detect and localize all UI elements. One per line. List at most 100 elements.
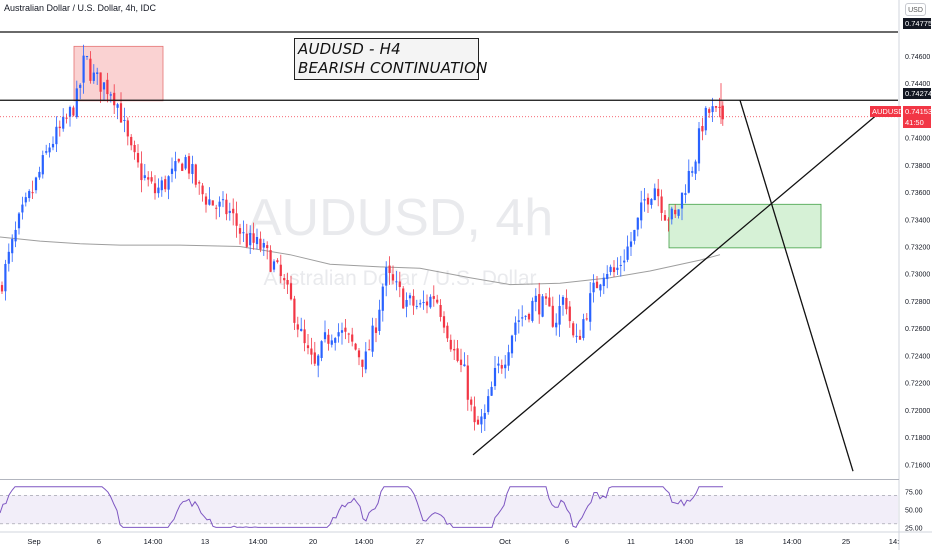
candle-body — [255, 236, 259, 245]
candle-body — [313, 352, 316, 364]
price-tick-label: 0.73200 — [905, 245, 930, 252]
rsi-line — [0, 486, 723, 529]
candle-body — [514, 322, 517, 335]
candle-body — [551, 305, 554, 327]
candle-body — [28, 191, 31, 199]
candle-body — [0, 285, 4, 292]
candle-body — [677, 209, 680, 216]
candle-body — [45, 151, 48, 153]
candle-body — [24, 197, 27, 203]
candle-body — [405, 300, 408, 307]
price-tag-lower: 0.74274 — [903, 88, 932, 99]
currency-button[interactable]: USD — [905, 3, 926, 16]
candle-body — [456, 348, 459, 361]
candle-body — [68, 107, 72, 117]
time-tick-label: 13 — [201, 537, 209, 546]
candle-body — [527, 313, 531, 320]
candle-body — [160, 180, 163, 191]
candle-body — [225, 199, 228, 215]
time-tick-label: 27 — [416, 537, 424, 546]
candle-body — [453, 348, 456, 351]
candle-body — [470, 399, 473, 405]
time-tick-label: 14:00 — [249, 537, 268, 546]
candle-body — [667, 219, 670, 221]
candle-body — [238, 228, 242, 234]
candle-body — [330, 340, 333, 345]
candle-body — [34, 177, 38, 191]
candle-body — [708, 109, 711, 113]
price-tick-label: 0.73800 — [905, 163, 930, 170]
candle-body — [170, 168, 174, 174]
candle-body — [85, 55, 89, 57]
rsi-tick-label: 25.00 — [905, 525, 923, 532]
candle-body — [361, 359, 364, 367]
candle-body — [463, 364, 466, 367]
candle-body — [31, 192, 34, 194]
time-tick-label: 14:00 — [144, 537, 163, 546]
candle-body — [4, 263, 7, 292]
candle-body — [41, 155, 44, 175]
annotation-box[interactable]: AUDUSD - H4 BEARISH CONTINUATION — [294, 38, 488, 80]
candle-body — [354, 343, 357, 350]
candle-body — [510, 335, 514, 354]
candle-body — [395, 281, 398, 283]
chart-title: Australian Dollar / U.S. Dollar, 4h, IDC — [4, 3, 157, 13]
candle-body — [660, 196, 663, 213]
candle-body — [626, 246, 629, 260]
candle-body — [578, 335, 582, 340]
candle-body — [646, 197, 650, 205]
candle-body — [51, 143, 55, 148]
candle-body — [198, 182, 201, 184]
candle-body — [534, 295, 537, 302]
time-tick-label: 20 — [309, 537, 317, 546]
candle-body — [538, 294, 541, 315]
candle-body — [687, 170, 690, 193]
candle-body — [157, 187, 160, 194]
candle-body — [133, 144, 136, 153]
price-tick-label: 0.72600 — [905, 326, 930, 333]
candle-body — [694, 161, 697, 174]
candle-body — [398, 281, 401, 288]
candle-body — [279, 264, 282, 277]
candle-body — [650, 199, 653, 205]
candle-body — [11, 238, 14, 254]
candle-body — [191, 164, 194, 174]
candle-body — [714, 105, 718, 108]
candle-body — [62, 116, 65, 129]
candle-body — [357, 350, 361, 358]
candle-body — [422, 302, 425, 304]
candle-body — [378, 309, 381, 331]
candle-body — [364, 351, 367, 370]
candle-body — [123, 119, 126, 121]
candle-body — [408, 295, 412, 299]
annotation-line-1: AUDUSD - H4 — [298, 40, 401, 58]
candle-body — [249, 232, 252, 246]
candle-body — [174, 161, 177, 172]
candle-body — [65, 117, 68, 119]
candle-body — [568, 306, 571, 322]
price-tick-label: 0.74000 — [905, 136, 930, 143]
candle-body — [215, 207, 218, 209]
candle-body — [609, 266, 612, 273]
candle-body — [232, 208, 235, 214]
candle-body — [429, 296, 432, 308]
time-tick-label: Sep — [27, 537, 40, 546]
annotation-line-2: BEARISH CONTINUATION — [298, 59, 488, 77]
candle-body — [602, 277, 605, 287]
candle-body — [272, 261, 276, 270]
candle-body — [531, 300, 534, 321]
candle-body — [259, 238, 262, 250]
price-tick-label: 0.72400 — [905, 353, 930, 360]
candle-body — [106, 79, 109, 95]
candle-body — [517, 320, 520, 322]
candle-body — [286, 279, 289, 285]
candle-body — [221, 199, 225, 201]
candle-body — [368, 349, 371, 351]
candle-body — [371, 325, 374, 352]
countdown-tag: 41:50 — [903, 117, 931, 128]
candle-body — [300, 328, 303, 331]
candle-body — [310, 348, 313, 355]
candle-body — [633, 229, 636, 241]
